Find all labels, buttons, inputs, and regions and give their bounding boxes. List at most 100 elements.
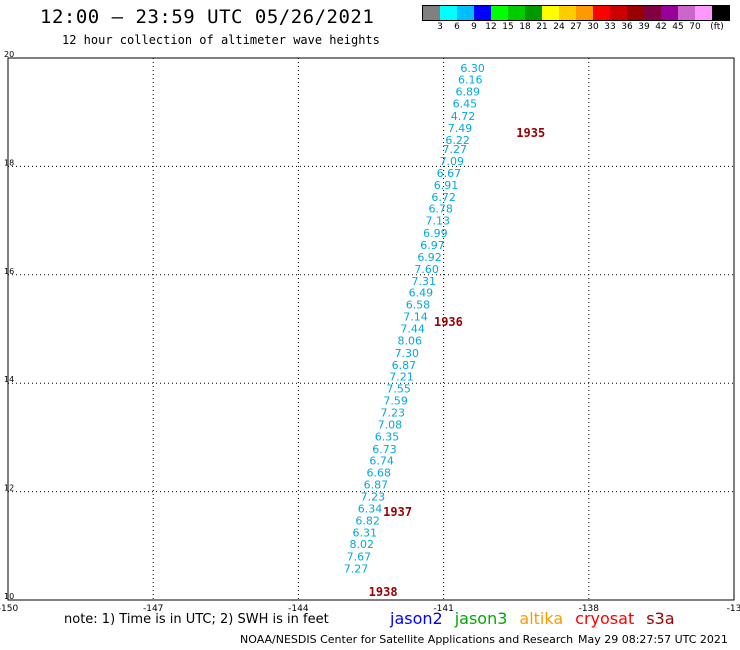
color-swatch	[542, 6, 559, 20]
chart-title: 12:00 – 23:59 UTC 05/26/2021	[40, 6, 375, 28]
wave-height-label: 6.99	[423, 227, 448, 240]
credit-line: NOAA/NESDIS Center for Satellite Applica…	[240, 633, 574, 646]
wave-height-label: 7.23	[361, 490, 386, 503]
wave-height-label: 7.30	[395, 347, 420, 360]
wave-height-label: 7.14	[403, 311, 428, 324]
x-tick-label: -141	[433, 604, 453, 614]
color-scale-label: 3	[437, 22, 443, 32]
color-scale-unit: (ft)	[710, 22, 724, 32]
wave-height-label: 6.72	[431, 191, 456, 204]
satellite-legend: jason2 jason3 altika cryosat s3a	[390, 609, 687, 628]
wave-height-label: 6.45	[453, 98, 478, 111]
x-tick-label: -13	[727, 604, 740, 614]
wave-height-label: 6.68	[366, 467, 391, 480]
pass-annotation: 1935	[516, 126, 545, 140]
wave-height-label: 6.31	[352, 526, 377, 539]
wave-height-label: 6.67	[437, 167, 462, 180]
color-scale-label: 30	[587, 22, 599, 32]
color-scale-label: 9	[471, 22, 477, 32]
legend-item-s3a: s3a	[646, 609, 675, 628]
wave-height-label: 6.22	[445, 134, 470, 147]
wave-height-label: 6.73	[372, 443, 397, 456]
color-scale-label: 33	[604, 22, 616, 32]
color-swatch	[678, 6, 695, 20]
color-scale-label: 39	[638, 22, 650, 32]
x-tick-label: -138	[579, 604, 600, 614]
y-tick-label: 10	[4, 592, 14, 601]
wave-height-label: 8.06	[397, 334, 422, 347]
wave-height-label: 7.59	[383, 395, 408, 408]
color-swatch	[491, 6, 508, 20]
wave-height-label: 6.35	[375, 430, 400, 443]
color-scale-label: 27	[570, 22, 582, 32]
color-swatch	[423, 6, 440, 20]
wave-height-label: 7.44	[400, 322, 425, 335]
x-tick-label: -147	[143, 604, 163, 614]
wave-height-label: 6.91	[434, 179, 459, 192]
wave-height-label: 7.13	[426, 215, 451, 228]
x-tick-label: -150	[0, 604, 18, 614]
y-tick-label: 20	[4, 50, 14, 59]
y-tick-label: 18	[4, 158, 14, 167]
wave-height-label: 6.30	[460, 62, 485, 75]
pass-annotation: 1936	[434, 315, 463, 329]
plot-frame	[7, 57, 735, 601]
legend-item-cryosat: cryosat	[575, 609, 635, 628]
wave-height-label: 6.78	[428, 203, 453, 216]
color-swatch	[508, 6, 525, 20]
wave-height-label: 7.09	[440, 155, 465, 168]
color-scale-label: 15	[502, 22, 514, 32]
color-scale-label: 12	[485, 22, 497, 32]
color-scale-label: 21	[536, 22, 548, 32]
color-swatch	[695, 6, 712, 20]
color-swatch	[474, 6, 491, 20]
wave-height-label: 7.08	[378, 418, 403, 431]
wave-height-label: 7.23	[381, 406, 406, 419]
color-scale-label: 45	[672, 22, 684, 32]
legend-item-altika: altika	[519, 609, 564, 628]
color-scale-label: 24	[553, 22, 565, 32]
color-swatch	[627, 6, 644, 20]
color-scale-label: 70	[689, 22, 701, 32]
color-scale-label: 6	[454, 22, 460, 32]
legend-item-jason2: jason2	[390, 609, 443, 628]
wave-height-label: 7.27	[344, 563, 369, 576]
color-swatch	[559, 6, 576, 20]
color-swatch	[457, 6, 474, 20]
wave-height-label: 6.97	[420, 239, 445, 252]
wave-height-label: 7.49	[448, 122, 473, 135]
pass-annotation: 1937	[383, 505, 412, 519]
wave-height-label: 8.02	[350, 538, 375, 551]
color-scale-label: 18	[519, 22, 531, 32]
wave-height-label: 6.16	[458, 74, 483, 87]
color-scale-label: 42	[655, 22, 667, 32]
wave-height-label: 6.58	[406, 299, 431, 312]
color-swatch	[593, 6, 610, 20]
y-tick-label: 14	[4, 375, 14, 384]
color-scale-bar	[422, 5, 730, 21]
color-swatch	[440, 6, 457, 20]
color-swatch	[610, 6, 627, 20]
color-swatch	[712, 6, 729, 20]
color-swatch	[661, 6, 678, 20]
wave-height-label: 6.34	[358, 502, 383, 515]
wave-height-label: 7.55	[386, 383, 411, 396]
chart-subtitle: 12 hour collection of altimeter wave hei…	[62, 33, 380, 47]
color-scale-label: 36	[621, 22, 633, 32]
wave-height-label: 6.74	[369, 455, 394, 468]
pass-annotation: 1938	[369, 585, 398, 599]
wave-height-label: 7.21	[389, 371, 414, 384]
wave-height-label: 4.72	[451, 110, 476, 123]
wave-height-label: 6.92	[417, 251, 442, 264]
wave-height-label: 6.87	[392, 359, 417, 372]
footnote-note: note: 1) Time is in UTC; 2) SWH is in fe…	[64, 612, 329, 627]
generated-timestamp: May 29 08:27:57 UTC 2021	[578, 633, 728, 646]
color-swatch	[525, 6, 542, 20]
legend-item-jason3: jason3	[454, 609, 508, 628]
wave-height-label: 7.27	[442, 143, 467, 156]
wave-height-label: 7.67	[347, 551, 372, 564]
wave-height-label: 6.89	[456, 86, 481, 99]
y-tick-label: 16	[4, 267, 14, 276]
wave-height-label: 6.82	[355, 514, 380, 527]
wave-height-label: 6.49	[409, 287, 434, 300]
